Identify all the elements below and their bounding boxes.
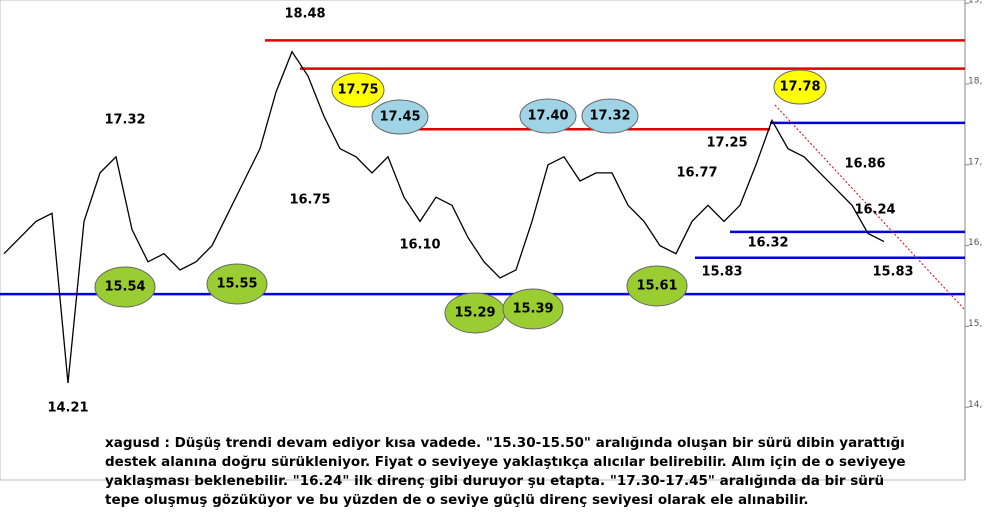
annotation-label: 15.54 — [104, 280, 145, 295]
annotation-badge — [519, 98, 577, 134]
annotation-label: 15.55 — [216, 277, 257, 292]
commentary-line: xagusd : Düşüş trendi devam ediyor kısa … — [105, 435, 905, 451]
annotation-label: 15.61 — [636, 279, 677, 294]
y-tick-label: 15, — [968, 319, 982, 329]
commentary-line: tepe oluşmuş gözüküyor ve bu yüzden de o… — [105, 492, 808, 508]
y-tick-label: 17, — [968, 157, 982, 167]
annotation-badge — [371, 99, 429, 135]
annotation-label: 15.29 — [454, 306, 495, 321]
plot-area — [0, 0, 966, 481]
annotation-label: 17.32 — [589, 109, 630, 124]
annotation-label: 18.48 — [284, 7, 325, 22]
annotation-label: 14.21 — [47, 401, 88, 416]
annotation-label: 15.83 — [872, 265, 913, 280]
annotation-label: 16.75 — [289, 193, 330, 208]
annotation-badge — [94, 266, 156, 308]
annotation-badge — [773, 69, 827, 105]
annotation-label: 16.77 — [676, 166, 717, 181]
y-tick-label: 16, — [968, 238, 982, 248]
annotation-label: 16.32 — [747, 236, 788, 251]
trend-line — [774, 104, 966, 311]
annotation-label: 17.75 — [337, 83, 378, 98]
annotation-label: 16.86 — [844, 157, 885, 172]
annotation-badge — [502, 288, 564, 330]
annotation-label: 17.40 — [527, 109, 568, 124]
annotation-label: 17.32 — [104, 113, 145, 128]
annotation-label: 16.24 — [854, 203, 895, 218]
annotation-label: 17.78 — [779, 80, 820, 95]
annotation-label: 15.39 — [512, 302, 553, 317]
annotation-badge — [206, 263, 268, 305]
annotation-badge — [581, 98, 639, 134]
y-tick-label: 19, — [968, 0, 982, 6]
y-tick-label: 18, — [968, 77, 982, 87]
annotation-label: 17.45 — [379, 110, 420, 125]
annotation-badge — [626, 265, 688, 307]
commentary-line: destek alanına doğru sürükleniyor. Fiyat… — [105, 454, 906, 470]
annotation-label: 15.83 — [701, 265, 742, 280]
commentary-line: yaklaşması beklenebilir. "16.24" ilk dir… — [105, 473, 884, 489]
price-line — [3, 50, 885, 384]
annotation-badge — [331, 72, 385, 108]
annotation-label: 16.10 — [399, 238, 440, 253]
annotation-label: 17.25 — [706, 136, 747, 151]
y-tick-label: 14, — [968, 400, 982, 410]
